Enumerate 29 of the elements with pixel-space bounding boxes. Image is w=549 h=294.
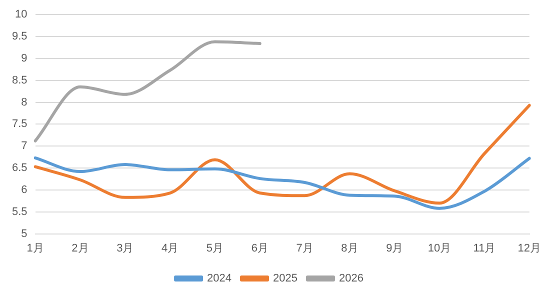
x-tick-label: 4月 bbox=[161, 242, 179, 254]
x-tick-label: 6月 bbox=[251, 242, 268, 254]
y-tick-label: 6.5 bbox=[12, 162, 28, 174]
y-tick-label: 5 bbox=[21, 228, 28, 240]
y-tick-label: 9 bbox=[21, 52, 28, 64]
y-tick-label: 8 bbox=[21, 96, 28, 108]
legend-label: 2024 bbox=[207, 272, 232, 285]
y-tick-label: 8.5 bbox=[12, 74, 28, 86]
line-series bbox=[34, 104, 531, 205]
y-tick-label: 7.5 bbox=[12, 118, 28, 130]
x-tick-label: 10月 bbox=[428, 242, 452, 254]
y-tick-label: 5.5 bbox=[12, 206, 28, 218]
line-series bbox=[34, 40, 262, 142]
x-tick-label: 9月 bbox=[386, 242, 404, 254]
y-tick-label: 7 bbox=[21, 140, 28, 152]
x-tick-label: 7月 bbox=[296, 242, 314, 254]
y-tick-label: 10 bbox=[15, 8, 28, 21]
legend-label: 2025 bbox=[273, 272, 298, 285]
x-tick-label: 12月 bbox=[518, 242, 542, 254]
legend-label: 2026 bbox=[338, 272, 364, 285]
x-tick-label: 5月 bbox=[206, 242, 224, 254]
x-tick-label: 2月 bbox=[72, 242, 89, 254]
x-tick-label: 3月 bbox=[116, 242, 134, 254]
y-tick-label: 9.5 bbox=[12, 30, 28, 43]
x-tick-label: 11月 bbox=[473, 242, 496, 254]
x-tick-label: 8月 bbox=[341, 242, 358, 254]
line-series bbox=[34, 156, 531, 210]
y-tick-label: 6 bbox=[21, 184, 28, 196]
x-tick-label: 1月 bbox=[26, 242, 44, 254]
